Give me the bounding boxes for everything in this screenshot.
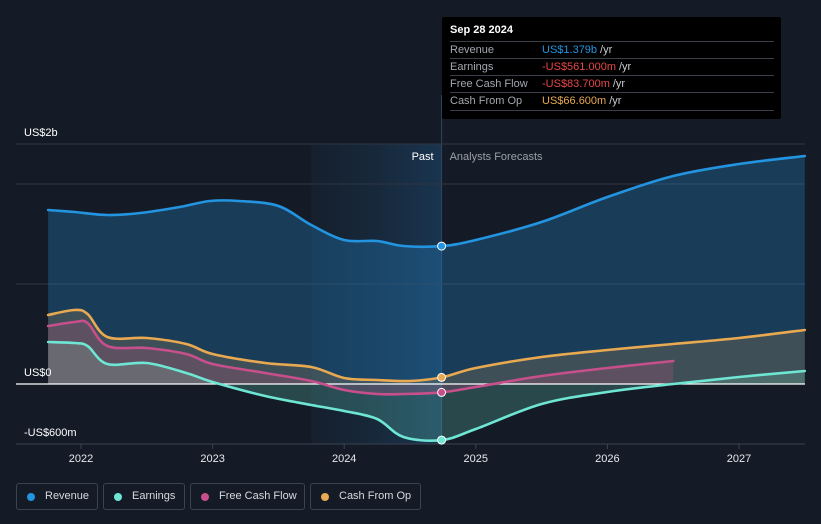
past-label: Past (412, 151, 434, 163)
tooltip-label: Revenue (450, 44, 495, 56)
cash-from-op-area (48, 309, 805, 384)
tooltip: Sep 28 2024 Revenue US$1.379b/yr Earning… (442, 17, 781, 119)
legend-label: Free Cash Flow (219, 490, 297, 502)
tooltip-value: US$1.379b/yr (542, 44, 612, 56)
x-tick-label: 2023 (200, 453, 224, 465)
legend-cash-from-op[interactable]: Cash From Op (310, 483, 421, 510)
legend-free-cash-flow[interactable]: Free Cash Flow (190, 483, 305, 510)
free-cash-flow-marker (437, 387, 447, 397)
tooltip-value: US$66.600m/yr (542, 95, 621, 107)
legend-dot-icon (201, 493, 209, 501)
tooltip-value: -US$561.000m/yr (542, 61, 631, 73)
tooltip-label: Earnings (450, 61, 494, 73)
tooltip-unit: /yr (609, 95, 622, 107)
legend-dot-icon (27, 493, 35, 501)
tooltip-row-revenue: Revenue US$1.379b/yr (450, 41, 774, 59)
legend-earnings[interactable]: Earnings (103, 483, 185, 510)
tooltip-row-cash-from-op: Cash From Op US$66.600m/yr (450, 92, 774, 111)
forecast-label: Analysts Forecasts (450, 151, 543, 163)
tooltip-value-text: US$1.379b (542, 44, 598, 56)
y-axis-label: -US$600m (24, 427, 77, 439)
revenue-line (46, 154, 807, 249)
earnings-marker (437, 435, 447, 445)
cash-from-op-marker (437, 372, 447, 382)
legend-revenue[interactable]: Revenue (16, 483, 98, 510)
tooltip-value-text: US$66.600m (542, 95, 607, 107)
tooltip-label: Free Cash Flow (450, 78, 528, 90)
tooltip-label: Cash From Op (450, 95, 523, 107)
x-tick-label: 2027 (727, 453, 751, 465)
legend-dot-icon (321, 493, 329, 501)
tooltip-unit: /yr (600, 44, 613, 56)
tooltip-unit: /yr (619, 61, 632, 73)
x-tick-label: 2022 (69, 453, 93, 465)
x-tick-label: 2025 (464, 453, 488, 465)
x-tick-label: 2026 (595, 453, 619, 465)
tooltip-value: -US$83.700m/yr (542, 78, 625, 90)
revenue-area (48, 156, 805, 384)
legend-label: Cash From Op (339, 490, 412, 502)
tooltip-unit: /yr (612, 78, 626, 90)
revenue-marker (437, 241, 447, 251)
legend-dot-icon (114, 493, 122, 501)
y-axis-label: US$0 (24, 367, 52, 379)
tooltip-value-text: -US$561.000m (542, 61, 616, 73)
cash-from-op-line (46, 308, 807, 383)
earnings-line (46, 340, 807, 442)
x-tick-label: 2024 (332, 453, 356, 465)
legend-label: Earnings (132, 490, 176, 502)
tooltip-date: Sep 28 2024 (450, 24, 513, 36)
tooltip-row-earnings: Earnings -US$561.000m/yr (450, 58, 774, 76)
tooltip-row-free-cash-flow: Free Cash Flow -US$83.700m/yr (450, 75, 774, 93)
y-axis-label: US$2b (24, 127, 58, 139)
free-cash-flow-line (46, 319, 675, 396)
legend-label: Revenue (45, 490, 90, 502)
earnings-area (48, 342, 805, 441)
tooltip-value-text: -US$83.700m (542, 78, 610, 90)
free-cash-flow-area (48, 320, 674, 395)
